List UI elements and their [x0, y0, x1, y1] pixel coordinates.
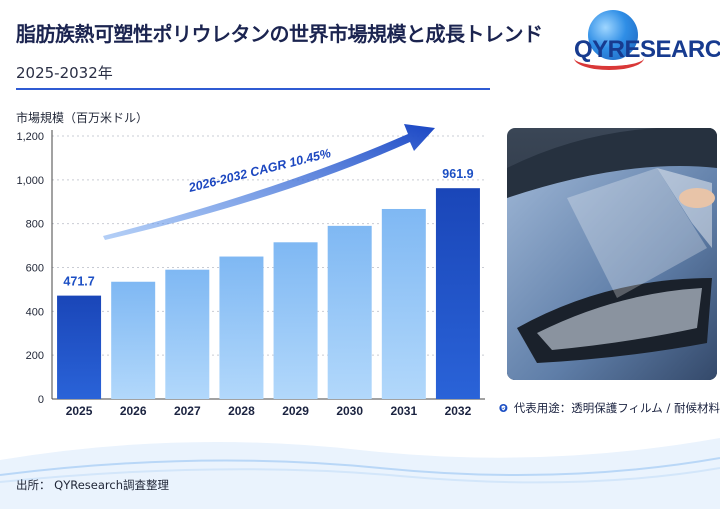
x-tick-label: 2030	[336, 404, 363, 418]
y-tick-label: 200	[26, 350, 44, 362]
bar-2026	[111, 281, 156, 399]
bar-2029	[273, 242, 318, 399]
bar-2031	[381, 208, 426, 399]
y-tick-label: 1,200	[16, 131, 44, 143]
bar-2025	[57, 295, 102, 399]
x-tick-label: 2031	[390, 404, 417, 418]
bar-2027	[165, 269, 210, 399]
x-tick-label: 2029	[282, 404, 309, 418]
x-tick-label: 2027	[174, 404, 201, 418]
y-axis-label: 市場規模（百万米ドル）	[16, 111, 149, 125]
bar-2028	[219, 256, 264, 399]
data-label: 961.9	[442, 167, 473, 181]
page-subtitle: 2025-2032年	[16, 64, 113, 82]
x-tick-label: 2028	[228, 404, 255, 418]
cagr-annotation: 2026-2032 CAGR 10.45%	[186, 146, 332, 195]
x-tick-label: 2025	[66, 404, 93, 418]
application-text: 代表用途：透明保護フィルム / 耐候材料	[513, 401, 720, 415]
decorative-wave	[0, 438, 720, 509]
shield-check-icon	[499, 403, 508, 413]
y-tick-label: 1,000	[16, 175, 44, 187]
source-note: 出所： QYResearch調査整理	[16, 478, 169, 492]
logo-text: QYRESEARCH	[574, 36, 720, 63]
y-tick-label: 600	[26, 263, 44, 275]
data-label: 471.7	[63, 275, 94, 289]
x-tick-label: 2032	[445, 404, 472, 418]
title-divider	[16, 88, 490, 90]
x-tick-label: 2026	[120, 404, 147, 418]
y-tick-label: 400	[26, 306, 44, 318]
y-axis: 0 200 400 600 800 1,000 1,200	[16, 130, 485, 406]
x-axis: 2025 2026 2027 2028 2029 2030 2031 2032	[66, 404, 472, 418]
bar-chart: 0 200 400 600 800 1,000 1,200 2026-2032 CAGR 1…	[16, 124, 485, 418]
trend-arrow-body	[103, 124, 435, 240]
logo: QYRESEARCH	[570, 8, 720, 76]
bar-2030	[327, 225, 372, 399]
logo-swoosh	[574, 46, 644, 70]
bar-2032	[435, 188, 480, 399]
data-labels: 471.7 961.9	[63, 167, 473, 288]
page-title: 脂肪族熱可塑性ポリウレタンの世界市場規模と成長トレンド	[16, 22, 543, 46]
y-tick-label: 0	[38, 394, 44, 406]
y-tick-label: 800	[26, 219, 44, 231]
application-badge: 代表用途：透明保護フィルム / 耐候材料	[499, 393, 720, 423]
bars	[57, 188, 480, 399]
car-film-photo	[507, 128, 717, 380]
